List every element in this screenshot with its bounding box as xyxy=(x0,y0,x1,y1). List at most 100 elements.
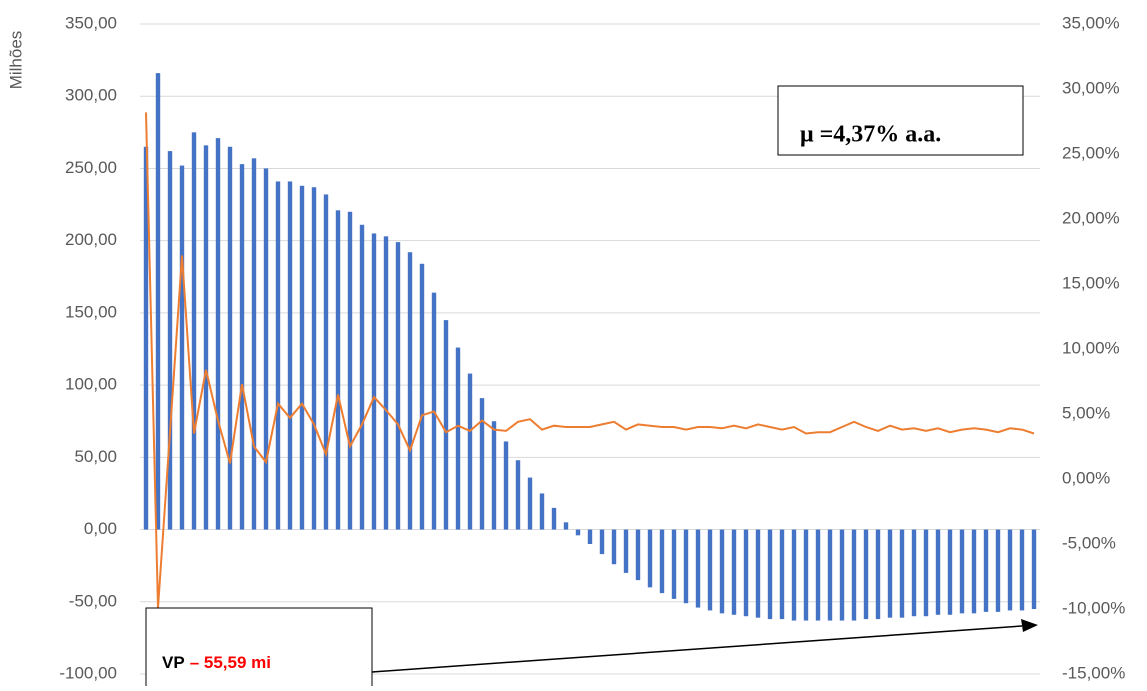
bar xyxy=(623,529,629,573)
bar xyxy=(299,185,305,530)
bar xyxy=(275,181,281,530)
bar xyxy=(995,529,1001,612)
annotation: μ =4,37% a.a. xyxy=(800,122,941,148)
bar xyxy=(707,529,713,611)
y2-tick-label: 35,00% xyxy=(1062,13,1120,32)
bar xyxy=(695,529,701,608)
bar xyxy=(815,529,821,621)
y2-tick-label: 5,00% xyxy=(1062,403,1110,422)
bar xyxy=(803,529,809,621)
bar xyxy=(947,529,953,615)
bar xyxy=(215,138,221,530)
bar xyxy=(935,529,941,615)
y-tick-label: 300,00 xyxy=(65,86,117,105)
bar xyxy=(359,224,365,530)
bar xyxy=(143,146,149,530)
bar xyxy=(203,145,209,530)
bar xyxy=(407,252,413,530)
y2-tick-label: 10,00% xyxy=(1062,338,1120,357)
bar xyxy=(659,529,665,594)
y2-tick-label: 20,00% xyxy=(1062,208,1120,227)
bar xyxy=(647,529,653,588)
y-tick-label: 150,00 xyxy=(65,302,117,321)
bar xyxy=(239,164,245,530)
bar xyxy=(395,242,401,530)
arrow xyxy=(371,625,1023,673)
bar xyxy=(923,529,929,617)
bar xyxy=(683,529,689,604)
bar xyxy=(1007,529,1013,611)
bar xyxy=(611,529,617,565)
bar xyxy=(779,529,785,620)
y2-tick-label: 30,00% xyxy=(1062,78,1120,97)
bar xyxy=(155,73,161,530)
y-tick-label: -50,00 xyxy=(69,591,117,610)
y-tick-label: 350,00 xyxy=(65,13,117,32)
y2-tick-label: 15,00% xyxy=(1062,273,1120,292)
y-axis-label: Milhões xyxy=(6,31,25,90)
annotation-part: – 55,59 mi xyxy=(190,653,271,672)
bar xyxy=(443,320,449,530)
bar xyxy=(167,151,173,530)
annotation: VP – 55,59 mi xyxy=(162,653,271,672)
y-tick-label: 0,00 xyxy=(84,519,117,538)
bar xyxy=(635,529,641,581)
bar xyxy=(419,263,425,530)
y2-tick-label: -15,00% xyxy=(1062,663,1125,682)
bar xyxy=(287,181,293,530)
bar xyxy=(383,236,389,530)
bar xyxy=(767,529,773,620)
bar xyxy=(371,233,377,530)
y2-tick-label: 0,00% xyxy=(1062,468,1110,487)
bar xyxy=(599,529,605,555)
bar xyxy=(755,529,761,618)
y-tick-label: 50,00 xyxy=(74,447,117,466)
bar xyxy=(983,529,989,612)
annotation-box xyxy=(145,607,373,689)
bar xyxy=(335,210,341,530)
y-tick-label: -100,00 xyxy=(59,663,117,682)
bar xyxy=(191,132,197,530)
bar xyxy=(479,398,485,530)
bar xyxy=(491,421,497,530)
annotation-part: VP xyxy=(162,653,185,672)
bar xyxy=(743,529,749,617)
y2-tick-label: -10,00% xyxy=(1062,598,1125,617)
bar xyxy=(887,529,893,618)
bar xyxy=(503,441,509,530)
bar xyxy=(731,529,737,615)
y-tick-label: 100,00 xyxy=(65,375,117,394)
bar xyxy=(719,529,725,614)
arrow-head xyxy=(1021,619,1038,632)
bar xyxy=(575,529,581,536)
bar xyxy=(263,168,269,530)
bar xyxy=(251,158,257,530)
bar xyxy=(347,211,353,530)
bar xyxy=(863,529,869,620)
bar xyxy=(551,507,557,530)
y-tick-label: 200,00 xyxy=(65,230,117,249)
bar xyxy=(911,529,917,617)
bar xyxy=(587,529,593,544)
bar xyxy=(1031,529,1037,609)
bar xyxy=(851,529,857,621)
bar xyxy=(227,146,233,530)
bar xyxy=(1019,529,1025,611)
bar xyxy=(671,529,677,599)
bar xyxy=(539,493,545,530)
y-tick-label: 250,00 xyxy=(65,158,117,177)
bar xyxy=(527,477,533,530)
y2-tick-label: 25,00% xyxy=(1062,143,1120,162)
bar xyxy=(791,529,797,621)
bar xyxy=(827,529,833,621)
bar xyxy=(971,529,977,614)
bar xyxy=(455,347,461,530)
bar xyxy=(959,529,965,614)
bar xyxy=(899,529,905,618)
annotation-box xyxy=(777,85,1024,156)
bar xyxy=(875,529,881,620)
bar xyxy=(179,165,185,530)
bar xyxy=(839,529,845,621)
